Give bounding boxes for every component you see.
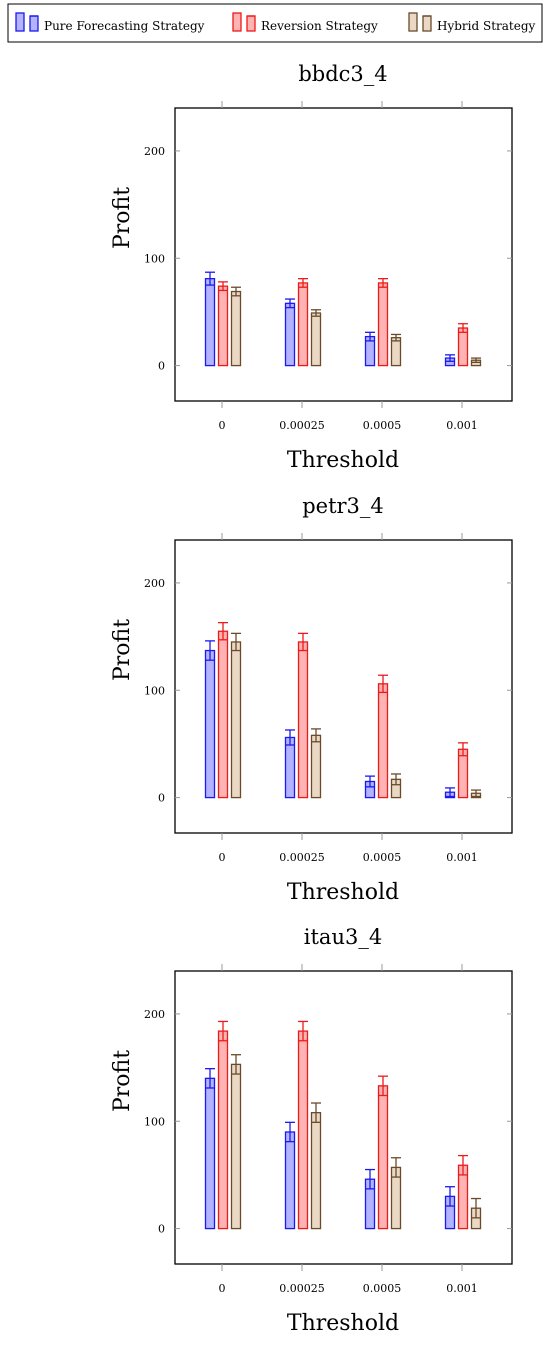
y-tick-label: 100 [144, 1115, 165, 1128]
bar [377, 1085, 389, 1230]
legend: Pure Forecasting Strategy Reversion Strat… [7, 3, 543, 43]
y-axis-title: Profit [110, 1050, 135, 1112]
bar [284, 1131, 296, 1230]
chart-panel: bbdc3_4 0 100 200 0 0.00025 0.0005 0.001 Thresho… [110, 62, 513, 473]
legend-label: Pure Forecasting Strategy [44, 19, 205, 33]
x-tick-label: 0.001 [446, 1282, 478, 1295]
bar [297, 641, 309, 799]
bar [377, 282, 389, 367]
x-axis-title: Threshold [287, 1311, 399, 1336]
x-tick-label: 0.001 [446, 851, 478, 864]
bar [297, 282, 309, 367]
legend-item: Pure Forecasting Strategy [15, 12, 205, 33]
bar [390, 337, 402, 367]
bar [230, 1063, 242, 1230]
bar [310, 1112, 322, 1230]
y-tick-label: 200 [144, 577, 165, 590]
bar [204, 649, 216, 799]
bar [284, 302, 296, 367]
bar [204, 1077, 216, 1230]
y-tick-label: 0 [158, 360, 165, 373]
chart-panel: itau3_4 0 100 200 0 0.00025 0.0005 0.001 Thresho… [110, 925, 513, 1336]
x-tick-label: 0.0005 [363, 1282, 402, 1295]
x-tick-label: 0 [219, 851, 226, 864]
plot-frame [174, 970, 513, 1265]
chart-title: itau3_4 [304, 925, 382, 949]
bar [377, 683, 389, 799]
x-tick-label: 0.00025 [279, 1282, 325, 1295]
y-axis-title: Profit [110, 187, 135, 249]
y-tick-label: 200 [144, 145, 165, 158]
legend-swatch-bar [15, 12, 25, 32]
legend-item: Hybrid Strategy [408, 12, 536, 33]
x-tick-label: 0.001 [446, 419, 478, 432]
legend-swatch-error [422, 15, 432, 32]
x-axis-title: Threshold [287, 448, 399, 473]
bar [217, 1030, 229, 1230]
y-axis-title: Profit [110, 619, 135, 681]
bar [217, 285, 229, 367]
x-tick-label: 0 [219, 419, 226, 432]
y-tick-label: 100 [144, 252, 165, 265]
plot-frame [174, 107, 513, 402]
x-tick-label: 0 [219, 1282, 226, 1295]
y-tick-label: 0 [158, 1223, 165, 1236]
x-axis-title: Threshold [287, 880, 399, 905]
legend-item: Reversion Strategy [232, 12, 378, 33]
x-tick-label: 0.0005 [363, 419, 402, 432]
legend-swatch-error [29, 15, 39, 32]
x-tick-label: 0.00025 [279, 851, 325, 864]
chart-title: bbdc3_4 [298, 62, 387, 86]
bar [217, 630, 229, 799]
x-tick-label: 0.00025 [279, 419, 325, 432]
legend-box [7, 3, 543, 43]
bar [204, 277, 216, 367]
y-tick-label: 200 [144, 1008, 165, 1021]
bar [457, 748, 469, 799]
legend-label: Reversion Strategy [261, 19, 378, 33]
chart-title: petr3_4 [302, 494, 384, 518]
bar [230, 290, 242, 367]
y-tick-label: 0 [158, 792, 165, 805]
x-tick-label: 0.0005 [363, 851, 402, 864]
chart-panel: petr3_4 0 100 200 0 0.00025 0.0005 0.001 Thresho… [110, 494, 513, 905]
legend-label: Hybrid Strategy [437, 19, 536, 33]
bar [457, 327, 469, 367]
bar [284, 736, 296, 799]
plot-frame [174, 539, 513, 834]
bar [230, 641, 242, 799]
bar [310, 312, 322, 367]
y-tick-label: 100 [144, 684, 165, 697]
bar [310, 734, 322, 799]
legend-swatch-error [246, 15, 256, 32]
legend-swatch-bar [408, 12, 418, 32]
bar [297, 1030, 309, 1230]
legend-swatch-bar [232, 12, 242, 32]
